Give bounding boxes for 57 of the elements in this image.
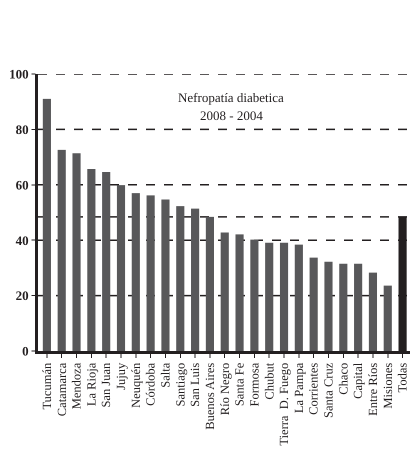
bar	[132, 193, 140, 351]
x-tick-label: Tierra D. Fuego	[277, 362, 292, 446]
x-tick-label: Salta	[158, 362, 173, 388]
bar	[146, 195, 155, 351]
bar	[339, 264, 348, 351]
x-tick-label: Todas	[396, 362, 410, 392]
x-tick-label: San Luis	[188, 362, 202, 407]
text: 2008 - 2004	[200, 108, 264, 123]
bar	[206, 216, 214, 351]
x-tick-label: Formosa	[247, 362, 262, 406]
bar	[161, 199, 170, 351]
bar	[220, 232, 229, 351]
x-tick-label: Río Negro	[218, 362, 232, 416]
y-tick-label: 80	[16, 122, 29, 137]
bar	[72, 153, 81, 351]
bar	[310, 258, 318, 351]
x-tick-label: Mendoza	[70, 362, 84, 410]
bar	[42, 98, 51, 351]
x-tick-label: Catamarca	[54, 362, 69, 416]
bar	[294, 244, 303, 351]
bar	[384, 286, 392, 351]
bar	[176, 206, 184, 351]
x-tick-label: Buenos Aires	[202, 362, 217, 430]
x-tick-label: Jujuy	[114, 362, 128, 390]
bar	[250, 240, 258, 351]
bar	[280, 242, 288, 351]
x-tick-label: San Juan	[99, 362, 114, 408]
x-tick-label: Neuquén	[128, 362, 143, 408]
x-tick-label: Tucumán	[40, 362, 54, 410]
text: Nefropatía diabetica	[178, 90, 284, 105]
bar	[191, 208, 200, 351]
y-tick-label: 20	[16, 288, 29, 304]
x-tick-label: Santa Fe	[232, 362, 247, 406]
y-tick-label: 60	[16, 177, 29, 192]
bar	[87, 169, 96, 351]
x-tick-label: Santiago	[173, 362, 188, 406]
bar	[235, 234, 244, 351]
bar	[324, 262, 333, 351]
x-tick-label: Chubut	[262, 362, 276, 400]
x-tick-label: Córdoba	[144, 362, 158, 406]
bar	[102, 172, 110, 351]
bar	[265, 242, 274, 351]
y-tick-label: 0	[22, 344, 29, 359]
x-tick-label: Corrientes	[306, 362, 321, 415]
x-tick-label: Capital	[351, 362, 366, 399]
bar	[58, 150, 66, 351]
x-tick-label: Misiones	[380, 362, 395, 409]
bar	[368, 272, 378, 351]
y-tick-label: 100	[9, 66, 29, 82]
bar	[354, 264, 362, 351]
x-tick-label: Chaco	[336, 362, 350, 395]
y-tick-label: 40	[16, 232, 29, 248]
x-tick-label: Entre Ríos	[366, 362, 380, 416]
x-tick-label: La Rioja	[84, 362, 98, 406]
bar	[116, 185, 126, 351]
x-tick-label: La Pampa	[292, 362, 306, 414]
x-tick-label: Santa Cruz	[322, 362, 336, 418]
